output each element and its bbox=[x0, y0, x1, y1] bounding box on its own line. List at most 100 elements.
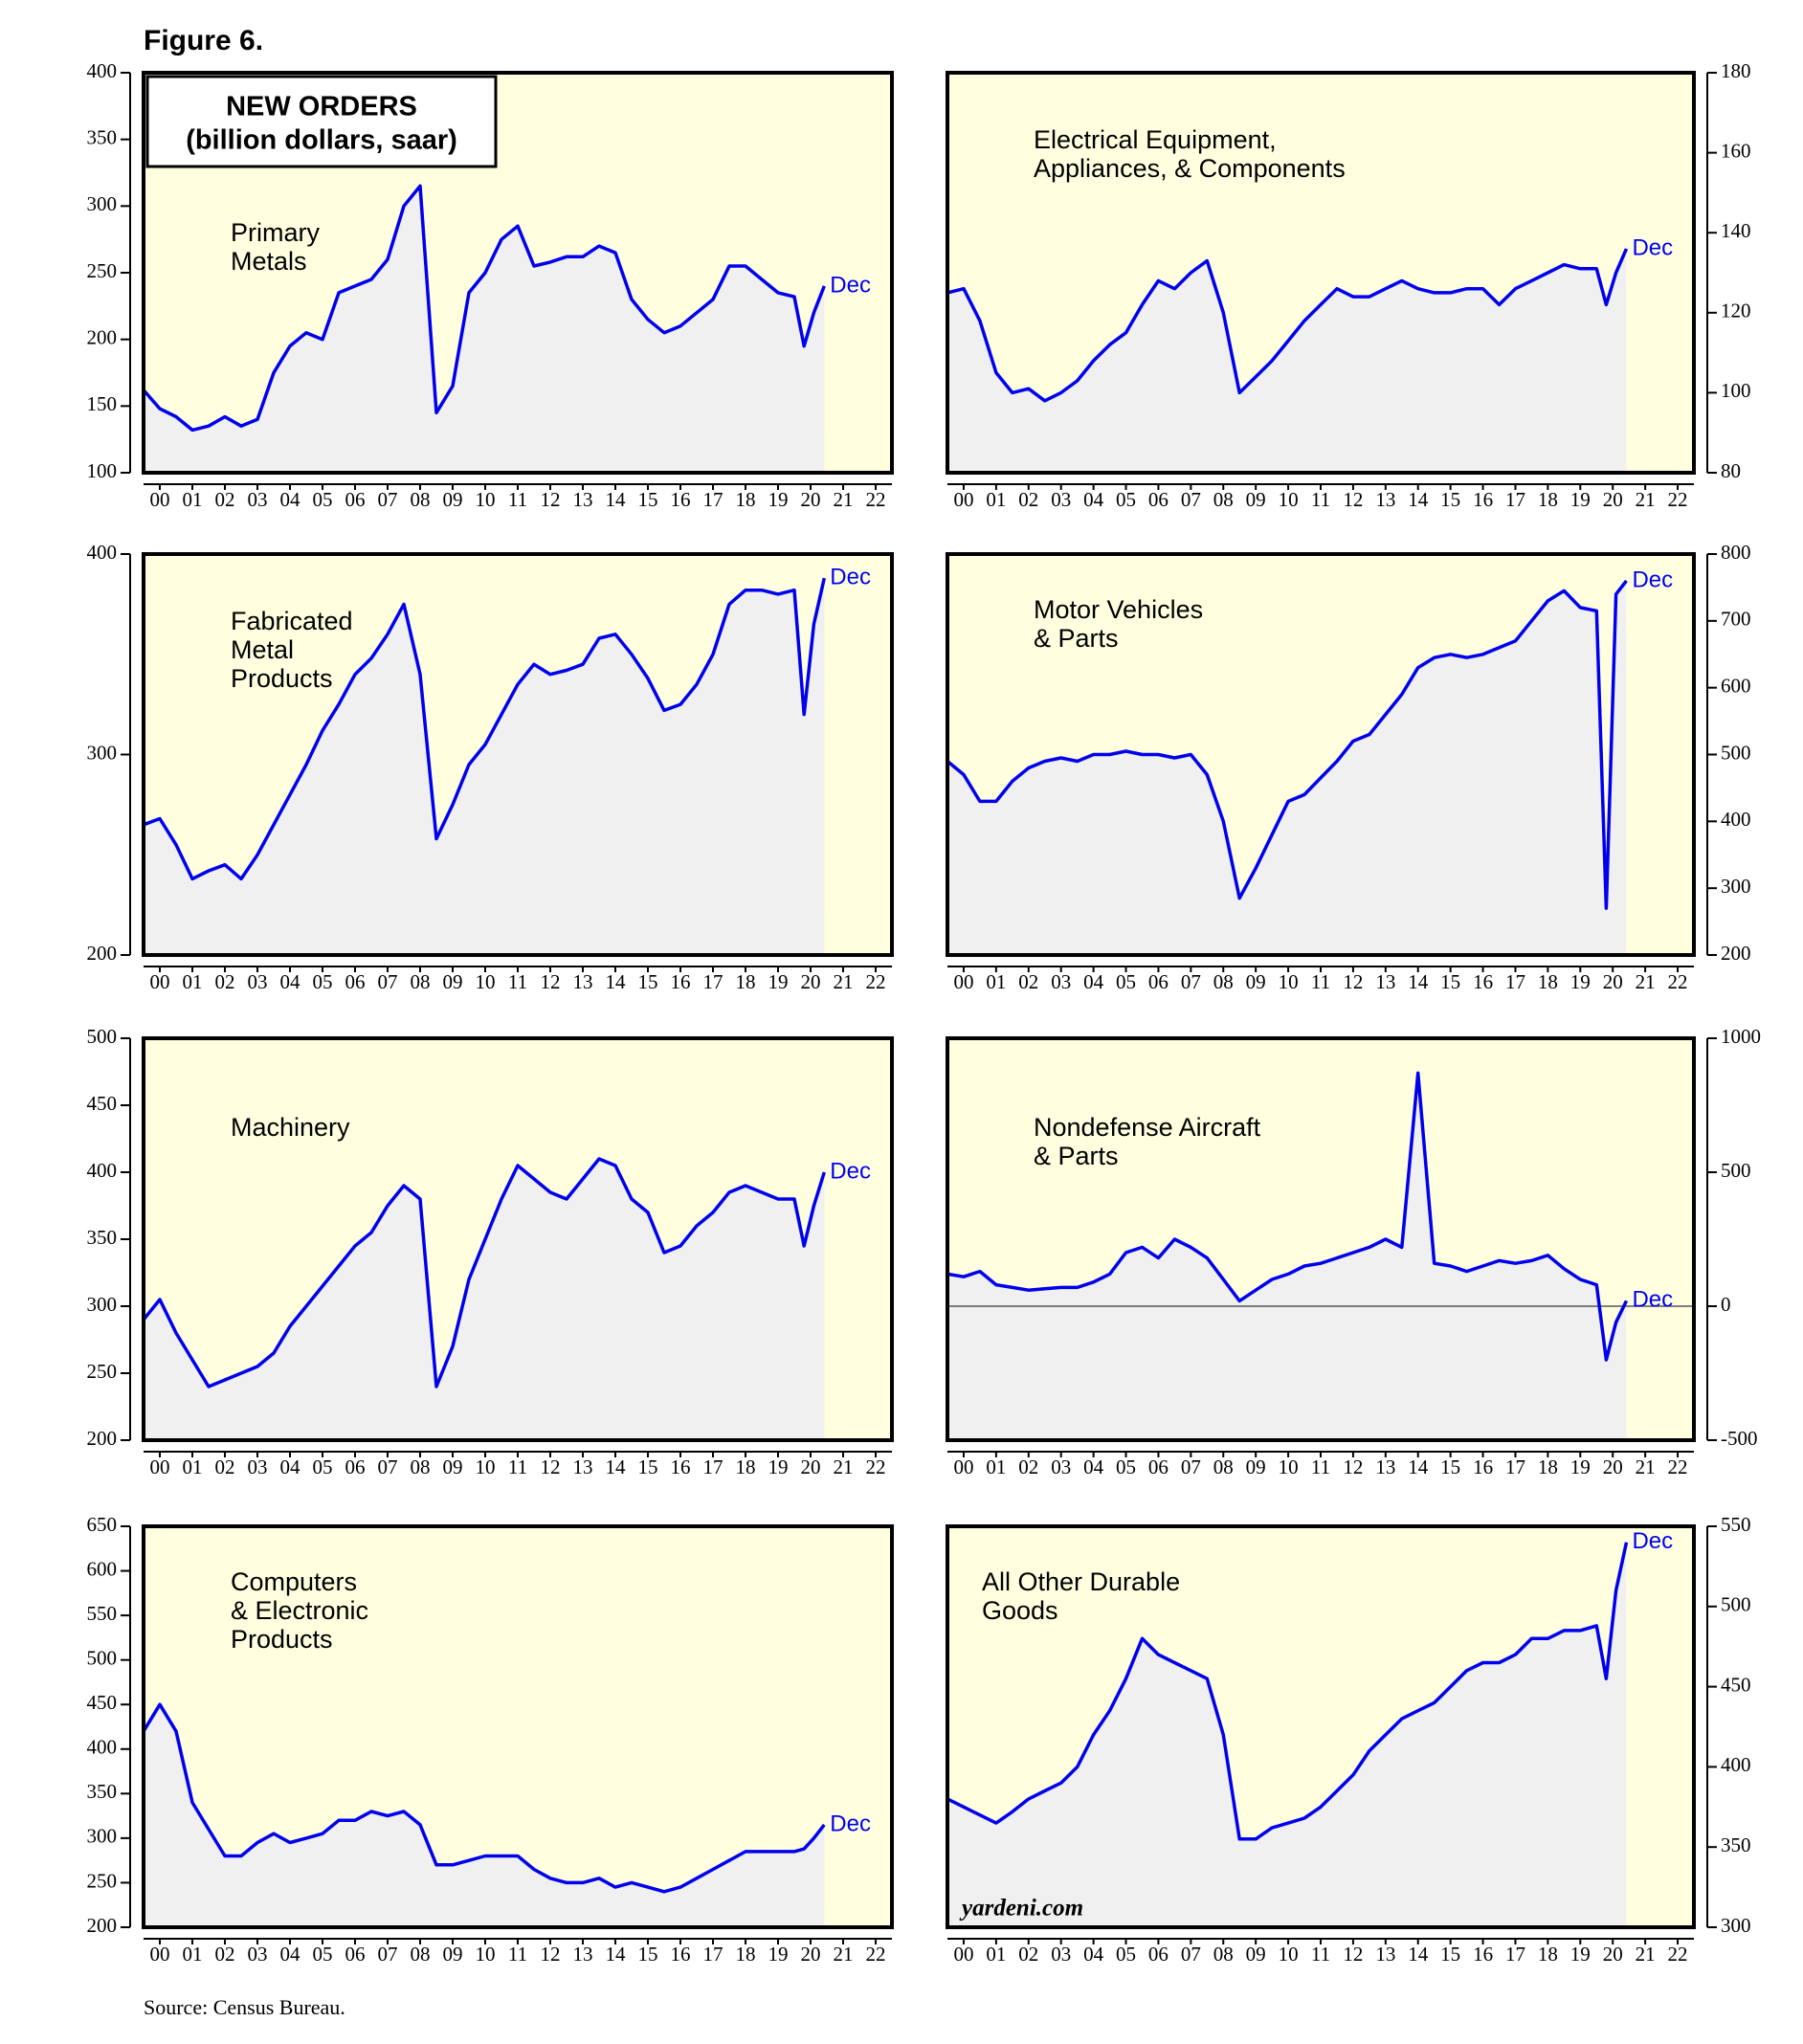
x-tick-label: 21 bbox=[834, 488, 854, 511]
plot-frame bbox=[946, 1524, 1696, 1929]
x-tick-label: 08 bbox=[1213, 488, 1234, 511]
x-tick-label: 06 bbox=[1148, 1455, 1169, 1478]
x-tick-label: 01 bbox=[986, 1943, 1006, 1966]
end-annotation: Dec bbox=[1632, 1287, 1673, 1313]
x-tick-label: 09 bbox=[1246, 970, 1266, 993]
y-tick-label: 500 bbox=[87, 1646, 118, 1669]
series-line bbox=[142, 1157, 826, 1389]
x-tick-label: 17 bbox=[1505, 1455, 1525, 1478]
x-tick-label: 11 bbox=[508, 1943, 527, 1966]
x-tick-label: 08 bbox=[1213, 1943, 1234, 1966]
header-text: (billion dollars, saar) bbox=[186, 125, 457, 156]
series-line bbox=[143, 577, 827, 881]
x-tick-label: 16 bbox=[671, 970, 691, 993]
x-tick-label: 17 bbox=[703, 1943, 723, 1966]
x-tick-label: 01 bbox=[986, 1455, 1006, 1478]
x-tick-label: 15 bbox=[638, 488, 658, 511]
x-tick-label: 08 bbox=[411, 970, 431, 993]
x-tick-label: 12 bbox=[1343, 488, 1363, 511]
chart-label: Fabricated bbox=[231, 607, 353, 635]
y-tick-label: 650 bbox=[87, 1513, 118, 1536]
x-tick-label: 04 bbox=[1083, 488, 1104, 511]
x-tick-label: 14 bbox=[1408, 1455, 1429, 1478]
x-tick-label: 10 bbox=[476, 1943, 496, 1966]
x-tick-label: 16 bbox=[671, 488, 691, 511]
x-tick-label: 09 bbox=[1246, 1455, 1266, 1478]
y-tick-label: 100 bbox=[1721, 379, 1751, 402]
area bbox=[947, 1073, 1627, 1440]
y-tick-label: 500 bbox=[87, 1025, 118, 1048]
x-tick-label: 19 bbox=[1570, 970, 1591, 993]
x-tick-label: 14 bbox=[606, 970, 627, 993]
y-tick-label: 160 bbox=[1721, 139, 1751, 162]
x-tick-label: 02 bbox=[215, 970, 235, 993]
x-tick-label: 14 bbox=[606, 1455, 627, 1478]
y-tick-label: 1000 bbox=[1721, 1025, 1761, 1048]
chart-label: Nondefense Aircraft bbox=[1034, 1113, 1261, 1142]
x-tick-label: 16 bbox=[1473, 970, 1493, 993]
x-tick-label: 02 bbox=[215, 1455, 235, 1478]
chart-label: Metals bbox=[231, 247, 307, 276]
x-tick-label: 02 bbox=[1018, 488, 1038, 511]
header-box bbox=[145, 75, 498, 168]
x-tick-label: 17 bbox=[1505, 1943, 1525, 1966]
x-tick-label: 00 bbox=[953, 1943, 973, 1966]
chart-label: Machinery bbox=[231, 1113, 350, 1142]
x-tick-label: 16 bbox=[1473, 1943, 1493, 1966]
x-tick-label: 11 bbox=[508, 970, 527, 993]
x-tick-label: 16 bbox=[1473, 1455, 1493, 1478]
x-tick-label: 03 bbox=[248, 488, 268, 511]
x-tick-label: 22 bbox=[1668, 1455, 1688, 1478]
y-tick-label: 450 bbox=[87, 1691, 118, 1714]
x-tick-label: 10 bbox=[476, 1455, 496, 1478]
x-tick-label: 13 bbox=[573, 970, 593, 993]
chart-label: & Parts bbox=[1034, 624, 1119, 653]
y-tick-label: 200 bbox=[87, 942, 118, 965]
y-tick-label: 140 bbox=[1721, 219, 1751, 242]
x-tick-label: 12 bbox=[1343, 1455, 1363, 1478]
y-tick-label: 500 bbox=[1721, 1159, 1751, 1182]
y-tick-label: 350 bbox=[87, 1226, 118, 1249]
x-tick-label: 02 bbox=[1018, 1943, 1038, 1966]
x-tick-label: 06 bbox=[1148, 970, 1169, 993]
series-line bbox=[142, 1702, 826, 1894]
x-tick-label: 17 bbox=[1505, 488, 1525, 511]
x-tick-label: 10 bbox=[1279, 488, 1299, 511]
x-tick-label: 09 bbox=[443, 1455, 463, 1478]
chart-label: Products bbox=[231, 1625, 333, 1654]
chart-label: Goods bbox=[982, 1596, 1058, 1625]
x-tick-label: 20 bbox=[1603, 1943, 1623, 1966]
x-tick-label: 14 bbox=[1408, 970, 1429, 993]
x-tick-label: 05 bbox=[313, 970, 333, 993]
x-tick-label: 17 bbox=[703, 1455, 723, 1478]
series-line bbox=[946, 579, 1628, 910]
x-tick-label: 02 bbox=[1018, 970, 1038, 993]
y-tick-label: 180 bbox=[1721, 59, 1751, 82]
x-tick-label: 21 bbox=[1636, 488, 1656, 511]
x-tick-label: 04 bbox=[280, 970, 301, 993]
x-tick-label: 18 bbox=[1538, 1943, 1558, 1966]
x-tick-label: 19 bbox=[1570, 1455, 1591, 1478]
x-tick-label: 12 bbox=[541, 488, 561, 511]
x-tick-label: 18 bbox=[1538, 1455, 1558, 1478]
x-tick-label: 18 bbox=[736, 1943, 756, 1966]
chart-label: Computers bbox=[231, 1567, 357, 1596]
area bbox=[947, 580, 1627, 955]
x-tick-label: 08 bbox=[411, 1943, 431, 1966]
chart-label: Appliances, & Components bbox=[1034, 154, 1346, 183]
y-tick-label: 250 bbox=[87, 1360, 118, 1383]
plot-frame bbox=[946, 71, 1696, 475]
x-tick-label: 07 bbox=[1181, 1455, 1201, 1478]
plot-frame bbox=[142, 1524, 894, 1929]
area bbox=[144, 1704, 825, 1927]
x-tick-label: 01 bbox=[183, 1455, 203, 1478]
x-tick-label: 04 bbox=[280, 1943, 301, 1966]
x-tick-label: 05 bbox=[1116, 488, 1136, 511]
x-tick-label: 11 bbox=[1311, 1943, 1330, 1966]
x-tick-label: 05 bbox=[313, 1943, 333, 1966]
y-tick-label: 450 bbox=[87, 1092, 118, 1115]
y-tick-label: 450 bbox=[1721, 1673, 1751, 1696]
x-tick-label: 00 bbox=[150, 1943, 170, 1966]
chart-label: Motor Vehicles bbox=[1034, 595, 1203, 624]
